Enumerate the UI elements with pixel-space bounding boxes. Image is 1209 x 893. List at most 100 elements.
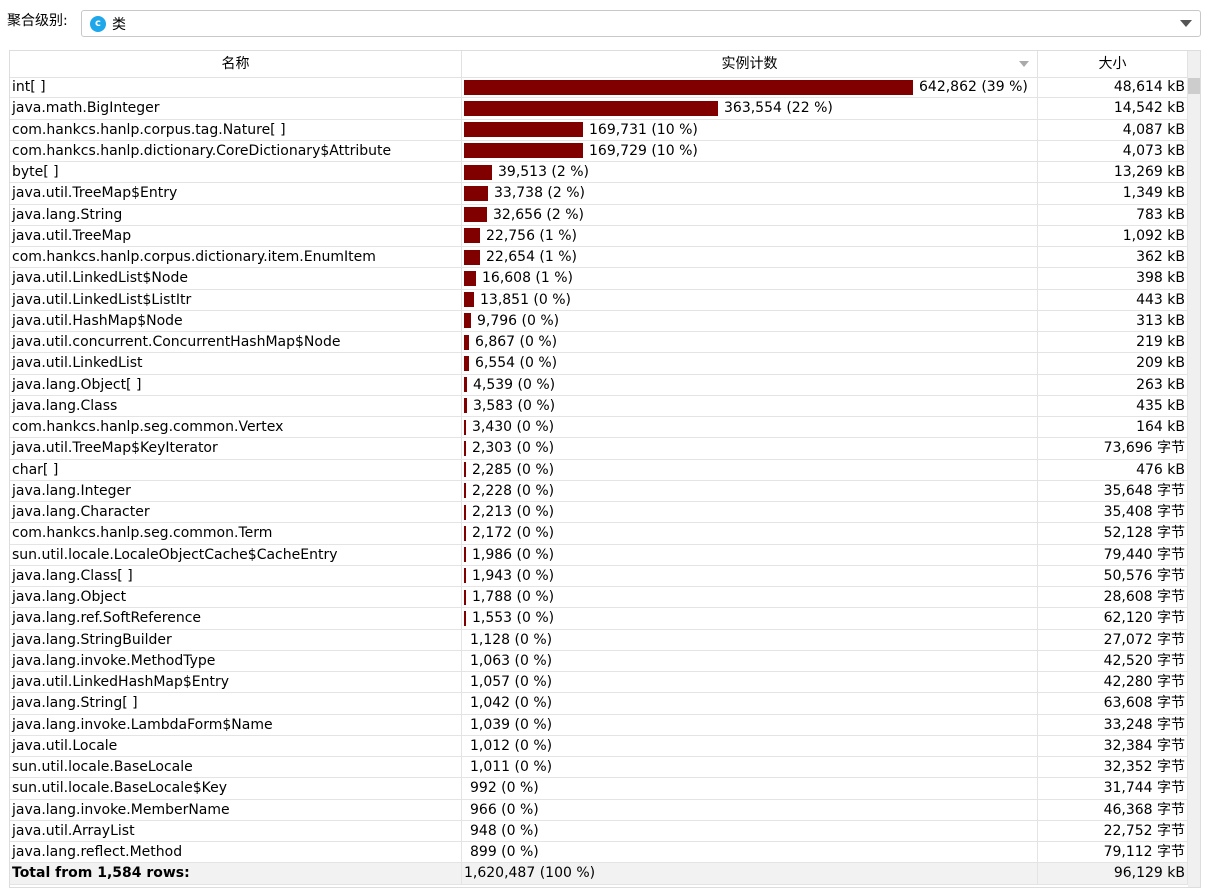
count-bar: [464, 313, 471, 329]
instance-count: 1,012 (0 %): [470, 737, 553, 754]
instance-count-cell: 1,012 (0 %): [462, 735, 1038, 756]
table-row[interactable]: java.lang.ref.SoftReference 1,553 (0 %) …: [10, 608, 1188, 630]
table-row[interactable]: java.util.TreeMap 22,756 (1 %) 1,092 kB: [10, 225, 1188, 247]
table-row[interactable]: java.util.LinkedList$ListItr 13,851 (0 %…: [10, 289, 1188, 311]
table-row[interactable]: byte[ ] 39,513 (2 %) 13,269 kB: [10, 162, 1188, 184]
table-row[interactable]: java.util.LinkedHashMap$Entry 1,057 (0 %…: [10, 672, 1188, 694]
chevron-down-icon[interactable]: [1180, 20, 1192, 27]
column-header-count[interactable]: 实例计数: [462, 51, 1038, 77]
count-bar: [464, 377, 467, 393]
instance-count-cell: 33,738 (2 %): [462, 183, 1038, 204]
table-row[interactable]: java.util.concurrent.ConcurrentHashMap$N…: [10, 332, 1188, 354]
instance-count-cell: 13,851 (0 %): [462, 289, 1038, 310]
instance-count: 2,285 (0 %): [472, 461, 555, 478]
table-row[interactable]: java.lang.Integer 2,228 (0 %) 35,648 字节: [10, 480, 1188, 502]
instance-count: 1,986 (0 %): [472, 546, 555, 563]
size: 27,072 字节: [1038, 629, 1188, 650]
instance-count-cell: 169,729 (10 %): [462, 140, 1038, 161]
table-row[interactable]: java.lang.String[ ] 1,042 (0 %) 63,608 字…: [10, 693, 1188, 715]
size: 219 kB: [1038, 332, 1188, 353]
table-row[interactable]: java.lang.Object[ ] 4,539 (0 %) 263 kB: [10, 374, 1188, 396]
table-row[interactable]: java.lang.invoke.MemberName 966 (0 %) 46…: [10, 799, 1188, 821]
class-name: sun.util.locale.LocaleObjectCache$CacheE…: [10, 544, 462, 565]
instance-count: 948 (0 %): [470, 822, 539, 839]
instance-count: 3,583 (0 %): [473, 397, 556, 414]
table-row[interactable]: com.hankcs.hanlp.dictionary.CoreDictiona…: [10, 140, 1188, 162]
table-row[interactable]: java.lang.Class 3,583 (0 %) 435 kB: [10, 395, 1188, 417]
total-label: Total from 1,584 rows:: [10, 863, 462, 884]
aggregation-label: 聚合级别:: [7, 13, 68, 29]
instance-count-cell: 2,213 (0 %): [462, 502, 1038, 523]
column-count-label: 实例计数: [721, 56, 778, 72]
column-header-size[interactable]: 大小: [1038, 51, 1188, 77]
table-row[interactable]: com.hankcs.hanlp.corpus.dictionary.item.…: [10, 247, 1188, 269]
size: 33,248 字节: [1038, 714, 1188, 735]
table-row[interactable]: java.lang.Class[ ] 1,943 (0 %) 50,576 字节: [10, 565, 1188, 587]
instance-count: 32,656 (2 %): [493, 206, 585, 223]
size: 22,752 字节: [1038, 820, 1188, 841]
size: 4,087 kB: [1038, 119, 1188, 140]
table-row[interactable]: int[ ] 642,862 (39 %) 48,614 kB: [10, 77, 1188, 99]
count-bar: [464, 504, 466, 520]
aggregation-select[interactable]: c 类: [81, 10, 1201, 37]
table-row[interactable]: sun.util.locale.BaseLocale 1,011 (0 %) 3…: [10, 757, 1188, 779]
instance-count: 6,867 (0 %): [475, 334, 558, 351]
class-name: com.hankcs.hanlp.seg.common.Term: [10, 523, 462, 544]
size: 28,608 字节: [1038, 587, 1188, 608]
size: 4,073 kB: [1038, 140, 1188, 161]
size: 1,349 kB: [1038, 183, 1188, 204]
table-row[interactable]: java.lang.reflect.Method 899 (0 %) 79,11…: [10, 842, 1188, 864]
table-row[interactable]: com.hankcs.hanlp.seg.common.Vertex 3,430…: [10, 417, 1188, 439]
instance-count: 2,303 (0 %): [472, 440, 555, 457]
class-name: java.util.LinkedList: [10, 353, 462, 374]
table-row[interactable]: java.util.LinkedList$Node 16,608 (1 %) 3…: [10, 268, 1188, 290]
table-row[interactable]: java.util.ArrayList 948 (0 %) 22,752 字节: [10, 820, 1188, 842]
vertical-scrollbar[interactable]: [1188, 51, 1200, 887]
table-row[interactable]: java.math.BigInteger 363,554 (22 %) 14,5…: [10, 98, 1188, 120]
instance-count: 4,539 (0 %): [473, 376, 556, 393]
table-row[interactable]: java.util.Locale 1,012 (0 %) 32,384 字节: [10, 735, 1188, 757]
table-row[interactable]: sun.util.locale.LocaleObjectCache$CacheE…: [10, 544, 1188, 566]
instance-count-cell: 948 (0 %): [462, 820, 1038, 841]
table-body: int[ ] 642,862 (39 %) 48,614 kB java.math…: [10, 77, 1188, 885]
size: 1,092 kB: [1038, 225, 1188, 246]
table-row[interactable]: com.hankcs.hanlp.corpus.tag.Nature[ ] 16…: [10, 119, 1188, 141]
table-row[interactable]: java.util.TreeMap$Entry 33,738 (2 %) 1,3…: [10, 183, 1188, 205]
table-row[interactable]: java.lang.String 32,656 (2 %) 783 kB: [10, 204, 1188, 226]
table-row[interactable]: java.lang.Object 1,788 (0 %) 28,608 字节: [10, 587, 1188, 609]
instance-count-cell: 3,583 (0 %): [462, 395, 1038, 416]
table-header: 名称 实例计数 大小: [10, 51, 1188, 78]
class-name: java.util.TreeMap: [10, 225, 462, 246]
sort-desc-icon: [1019, 61, 1029, 67]
class-name: java.util.TreeMap$Entry: [10, 183, 462, 204]
table-row[interactable]: char[ ] 2,285 (0 %) 476 kB: [10, 459, 1188, 481]
table-row[interactable]: java.util.TreeMap$KeyIterator 2,303 (0 %…: [10, 438, 1188, 460]
table-row[interactable]: java.util.HashMap$Node 9,796 (0 %) 313 k…: [10, 310, 1188, 332]
instance-count: 33,738 (2 %): [494, 185, 586, 202]
table-row[interactable]: sun.util.locale.BaseLocale$Key 992 (0 %)…: [10, 778, 1188, 800]
count-bar: [464, 589, 466, 605]
table-row[interactable]: java.util.LinkedList 6,554 (0 %) 209 kB: [10, 353, 1188, 375]
scrollbar-thumb[interactable]: [1188, 78, 1200, 94]
class-name: java.lang.StringBuilder: [10, 629, 462, 650]
instance-count-cell: 39,513 (2 %): [462, 162, 1038, 183]
class-name: java.util.LinkedHashMap$Entry: [10, 672, 462, 693]
class-name: java.lang.Object: [10, 587, 462, 608]
size: 50,576 字节: [1038, 565, 1188, 586]
class-name: int[ ]: [10, 77, 462, 98]
table-row[interactable]: com.hankcs.hanlp.seg.common.Term 2,172 (…: [10, 523, 1188, 545]
size: 476 kB: [1038, 459, 1188, 480]
instance-count: 1,943 (0 %): [472, 567, 555, 584]
instance-count: 169,729 (10 %): [589, 142, 698, 159]
instance-count: 3,430 (0 %): [472, 419, 555, 436]
table-row[interactable]: java.lang.Character 2,213 (0 %) 35,408 字…: [10, 502, 1188, 524]
class-name: java.lang.Class[ ]: [10, 565, 462, 586]
table-row[interactable]: java.lang.invoke.LambdaForm$Name 1,039 (…: [10, 714, 1188, 736]
size: 362 kB: [1038, 247, 1188, 268]
size: 443 kB: [1038, 289, 1188, 310]
column-header-name[interactable]: 名称: [10, 51, 462, 77]
instance-count-cell: 32,656 (2 %): [462, 204, 1038, 225]
table-row[interactable]: java.lang.StringBuilder 1,128 (0 %) 27,0…: [10, 629, 1188, 651]
class-icon: c: [90, 15, 106, 32]
table-row[interactable]: java.lang.invoke.MethodType 1,063 (0 %) …: [10, 650, 1188, 672]
